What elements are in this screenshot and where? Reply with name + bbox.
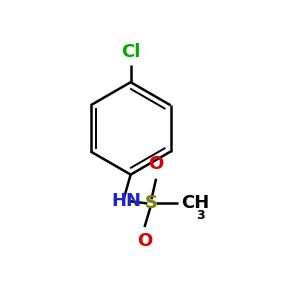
Text: O: O [148, 155, 164, 173]
Text: O: O [137, 232, 152, 250]
Text: HN: HN [111, 192, 141, 210]
Text: CH: CH [182, 194, 210, 212]
Text: S: S [145, 194, 158, 212]
Text: 3: 3 [196, 208, 204, 222]
Text: Cl: Cl [121, 44, 140, 62]
